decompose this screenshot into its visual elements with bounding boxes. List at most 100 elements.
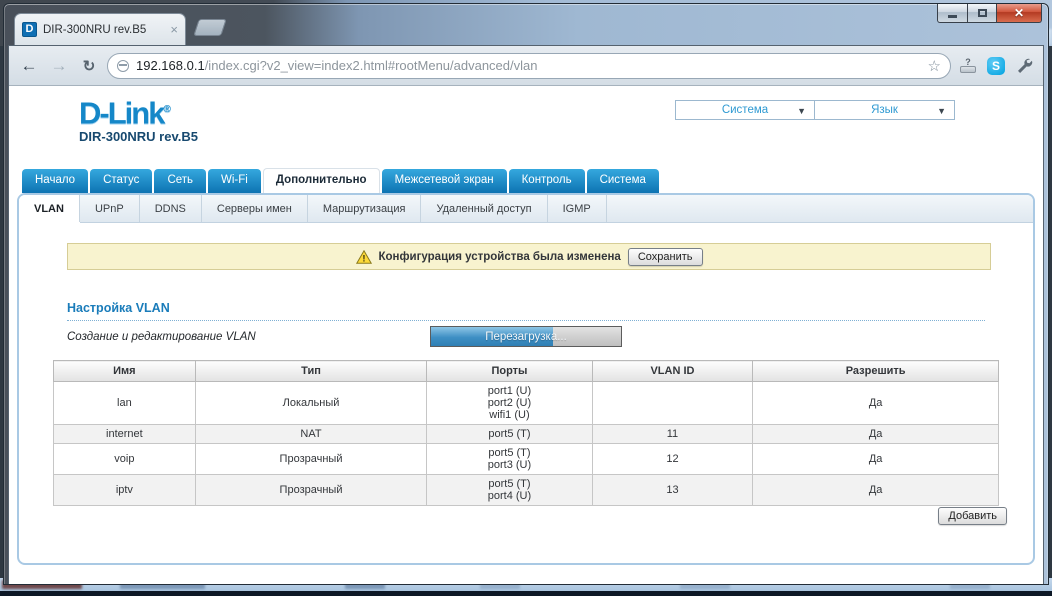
model-label: DIR-300NRU rev.B5	[79, 129, 198, 145]
cell-ports: port1 (U) port2 (U) wifi1 (U)	[426, 381, 593, 425]
progress-fill	[431, 327, 553, 346]
url-path: /index.cgi?v2_view=index2.html#rootMenu/…	[204, 58, 538, 73]
tab-favicon-icon: D	[22, 22, 37, 37]
cell-type: NAT	[194, 424, 428, 444]
vlan-table-head-row: Имя Тип Порты VLAN ID Разрешить	[53, 360, 999, 382]
cell-ports: port5 (T)	[426, 424, 593, 444]
top-menus: Система ▼ Язык ▼	[675, 100, 955, 120]
bookmark-star-icon[interactable]: ☆	[927, 57, 941, 75]
cell-vlan-id	[591, 381, 754, 425]
browser-tab[interactable]: D DIR-300NRU rev.B5 ×	[14, 13, 186, 45]
url-text[interactable]: 192.168.0.1/index.cgi?v2_view=index2.htm…	[136, 58, 921, 73]
section-subtitle: Создание и редактирование VLAN	[67, 331, 256, 343]
close-icon: ✕	[1013, 6, 1025, 20]
minimize-icon	[948, 14, 957, 18]
port-entry: wifi1 (U)	[489, 409, 530, 421]
dlink-logo: D-Link®	[79, 95, 171, 131]
address-bar[interactable]: 192.168.0.1/index.cgi?v2_view=index2.htm…	[107, 52, 951, 79]
port-entry: port2 (U)	[487, 397, 532, 409]
content-panel: VLAN UPnP DDNS Серверы имен Маршрутизация Уда…	[17, 193, 1035, 565]
sub-tab-6[interactable]: Удаленный доступ	[421, 195, 548, 222]
cell-enabled: Да	[752, 381, 999, 425]
tab-close-icon[interactable]: ×	[170, 21, 178, 37]
cell-vlan-id: 13	[591, 474, 754, 506]
main-tab-2[interactable]: Статус	[90, 169, 153, 193]
progress-label: Перезагрузка...	[485, 331, 567, 343]
warning-icon: !	[355, 249, 372, 264]
close-window-button[interactable]: ✕	[997, 4, 1042, 23]
registered-mark: ®	[163, 104, 171, 115]
browser-toolbar: ← → ↻ 192.168.0.1/index.cgi?v2_view=inde…	[9, 46, 1043, 86]
main-tab-4[interactable]: Wi-Fi	[208, 169, 261, 193]
cell-name: iptv	[53, 474, 196, 506]
cell-enabled: Да	[752, 474, 999, 506]
extension-question-icon[interactable]: ?	[957, 56, 979, 73]
back-button[interactable]: ←	[20, 55, 38, 75]
tab-title: DIR-300NRU rev.B5	[43, 23, 147, 36]
new-tab-button[interactable]	[193, 19, 227, 36]
globe-icon[interactable]	[117, 59, 129, 72]
main-tab-8[interactable]: Система	[586, 169, 659, 193]
add-button[interactable]: Добавить	[938, 507, 1007, 525]
maximize-button[interactable]	[968, 4, 997, 23]
main-tab-bar: Начало Статус Сеть Wi-Fi Дополнительно Межсет…	[9, 168, 1043, 193]
main-tab-5[interactable]: Дополнительно	[262, 168, 380, 193]
table-row: iptv Прозрачный port5 (T) port4 (U) 13 Да	[53, 474, 999, 506]
reload-button[interactable]: ↻	[82, 57, 96, 75]
cell-type: Локальный	[194, 381, 428, 425]
column-header-2: Тип	[194, 360, 428, 382]
cell-type: Прозрачный	[194, 443, 428, 475]
window-controls: ✕	[937, 4, 1042, 23]
system-menu[interactable]: Система ▼	[675, 100, 815, 120]
tab-strip: D DIR-300NRU rev.B5 ×	[4, 4, 1048, 45]
column-header-5: Разрешить	[752, 360, 999, 382]
section-title: Настройка VLAN	[67, 301, 985, 321]
section-row: Создание и редактирование VLAN Перезагру…	[67, 326, 985, 350]
cell-vlan-id: 12	[591, 443, 754, 475]
cell-vlan-id: 11	[591, 424, 754, 444]
cell-name: internet	[53, 424, 196, 444]
main-tab-1[interactable]: Начало	[22, 169, 89, 193]
taskbar-edge	[0, 591, 1052, 596]
sub-tab-5[interactable]: Маршрутизация	[308, 195, 422, 222]
port-entry: port5 (T)	[488, 428, 531, 440]
port-entry: port1 (U)	[487, 385, 532, 397]
column-header-4: VLAN ID	[591, 360, 754, 382]
sub-tab-7[interactable]: IGMP	[548, 195, 607, 222]
save-button[interactable]: Сохранить	[627, 247, 703, 266]
cell-ports: port5 (T) port3 (U)	[426, 443, 593, 475]
vlan-table-body: lan Локальный port1 (U) port2 (U) wifi1 (U) Д…	[53, 381, 999, 506]
router-page: D-Link® DIR-300NRU rev.B5 Система ▼ Язык…	[9, 87, 1043, 584]
cell-ports: port5 (T) port4 (U)	[426, 474, 593, 506]
sub-tab-2[interactable]: UPnP	[80, 195, 140, 222]
site-header: D-Link® DIR-300NRU rev.B5 Система ▼ Язык…	[9, 87, 1043, 168]
sub-tab-4[interactable]: Серверы имен	[202, 195, 308, 222]
vlan-table: Имя Тип Порты VLAN ID Разрешить lan Локальный…	[53, 360, 999, 506]
sub-tab-3[interactable]: DDNS	[140, 195, 202, 222]
main-tab-7[interactable]: Контроль	[508, 169, 585, 193]
port-entry: port5 (T)	[488, 478, 531, 490]
skype-icon: S	[987, 56, 1005, 75]
question-pill	[960, 65, 976, 73]
port-entry: port4 (U)	[487, 490, 532, 502]
cell-name: voip	[53, 443, 196, 475]
sub-tab-1[interactable]: VLAN	[19, 195, 80, 222]
table-row: lan Локальный port1 (U) port2 (U) wifi1 (U) Д…	[53, 381, 999, 425]
reboot-progress-button[interactable]: Перезагрузка...	[430, 326, 622, 347]
cell-type: Прозрачный	[194, 474, 428, 506]
language-menu[interactable]: Язык ▼	[815, 100, 955, 120]
chevron-down-icon: ▼	[937, 106, 946, 116]
wrench-icon	[1018, 58, 1033, 73]
language-menu-label: Язык	[871, 104, 898, 116]
question-mark: ?	[965, 56, 971, 67]
main-tab-3[interactable]: Сеть	[154, 169, 207, 193]
system-menu-label: Система	[721, 104, 769, 116]
main-tab-6[interactable]: Межсетевой экран	[381, 169, 507, 193]
extension-skype-icon[interactable]: S	[985, 56, 1007, 75]
column-header-1: Имя	[53, 360, 196, 382]
minimize-button[interactable]	[937, 4, 968, 23]
table-row: internet NAT port5 (T) 11 Да	[53, 424, 999, 444]
chevron-down-icon: ▼	[797, 106, 806, 116]
forward-button[interactable]: →	[50, 55, 68, 75]
settings-wrench-button[interactable]	[1013, 56, 1035, 76]
